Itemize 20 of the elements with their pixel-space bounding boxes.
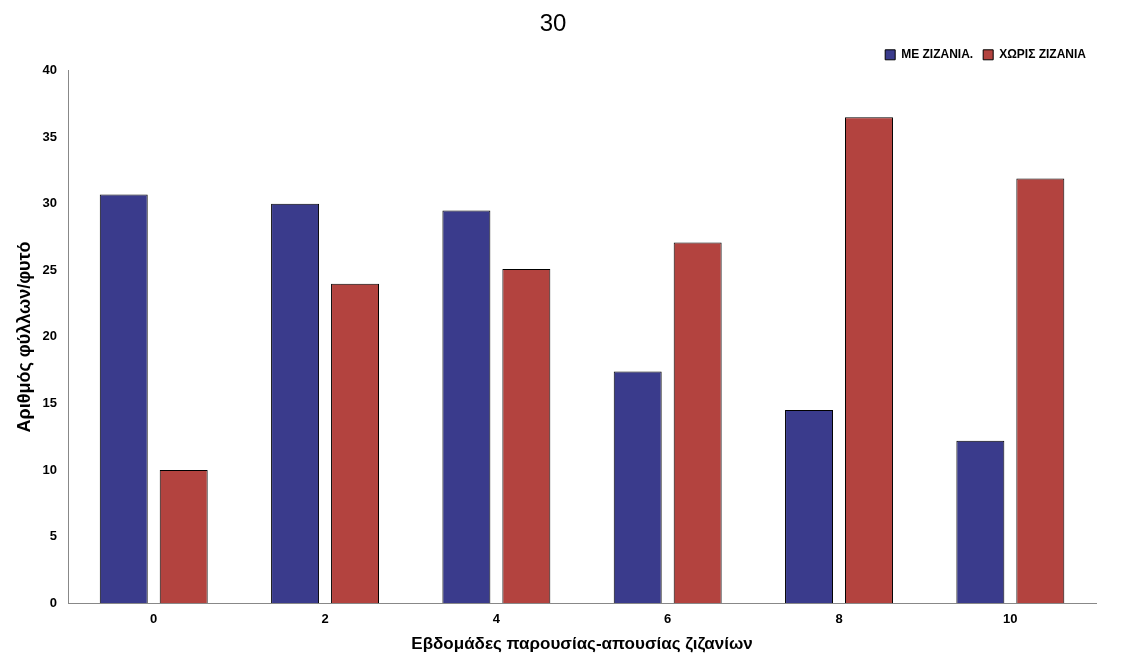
y-tick-label: 10 — [42, 461, 58, 477]
y-tick-label: 25 — [42, 261, 58, 277]
x-tick-label: 4 — [492, 611, 501, 627]
y-tick-label: 5 — [49, 528, 58, 544]
y-tick-label: 30 — [42, 195, 58, 211]
legend-label: ΧΩΡΙΣ ΖΙΖΑΝΙΑ — [999, 47, 1087, 62]
y-tick-label: 40 — [42, 62, 58, 78]
x-tick-label: 2 — [321, 611, 329, 627]
x-tick-label: 10 — [1003, 611, 1018, 627]
x-axis-title: Εβδομάδες παρουσίας-απουσίας ζιζανίων — [411, 634, 753, 654]
y-axis-title: Αριθμός φύλλων/φυτό — [13, 241, 34, 433]
chart-title: 30 — [539, 9, 567, 37]
x-tick-label: 6 — [664, 611, 672, 627]
y-tick-label: 15 — [42, 395, 58, 410]
y-tick-label: 0 — [49, 594, 58, 610]
x-tick-label: 0 — [150, 611, 158, 627]
legend-label: ΜΕ ΖΙΖΑΝΙΑ. — [901, 47, 974, 62]
y-tick-label: 35 — [42, 128, 58, 144]
y-tick-label: 20 — [42, 328, 58, 344]
x-tick-label: 8 — [835, 611, 843, 627]
